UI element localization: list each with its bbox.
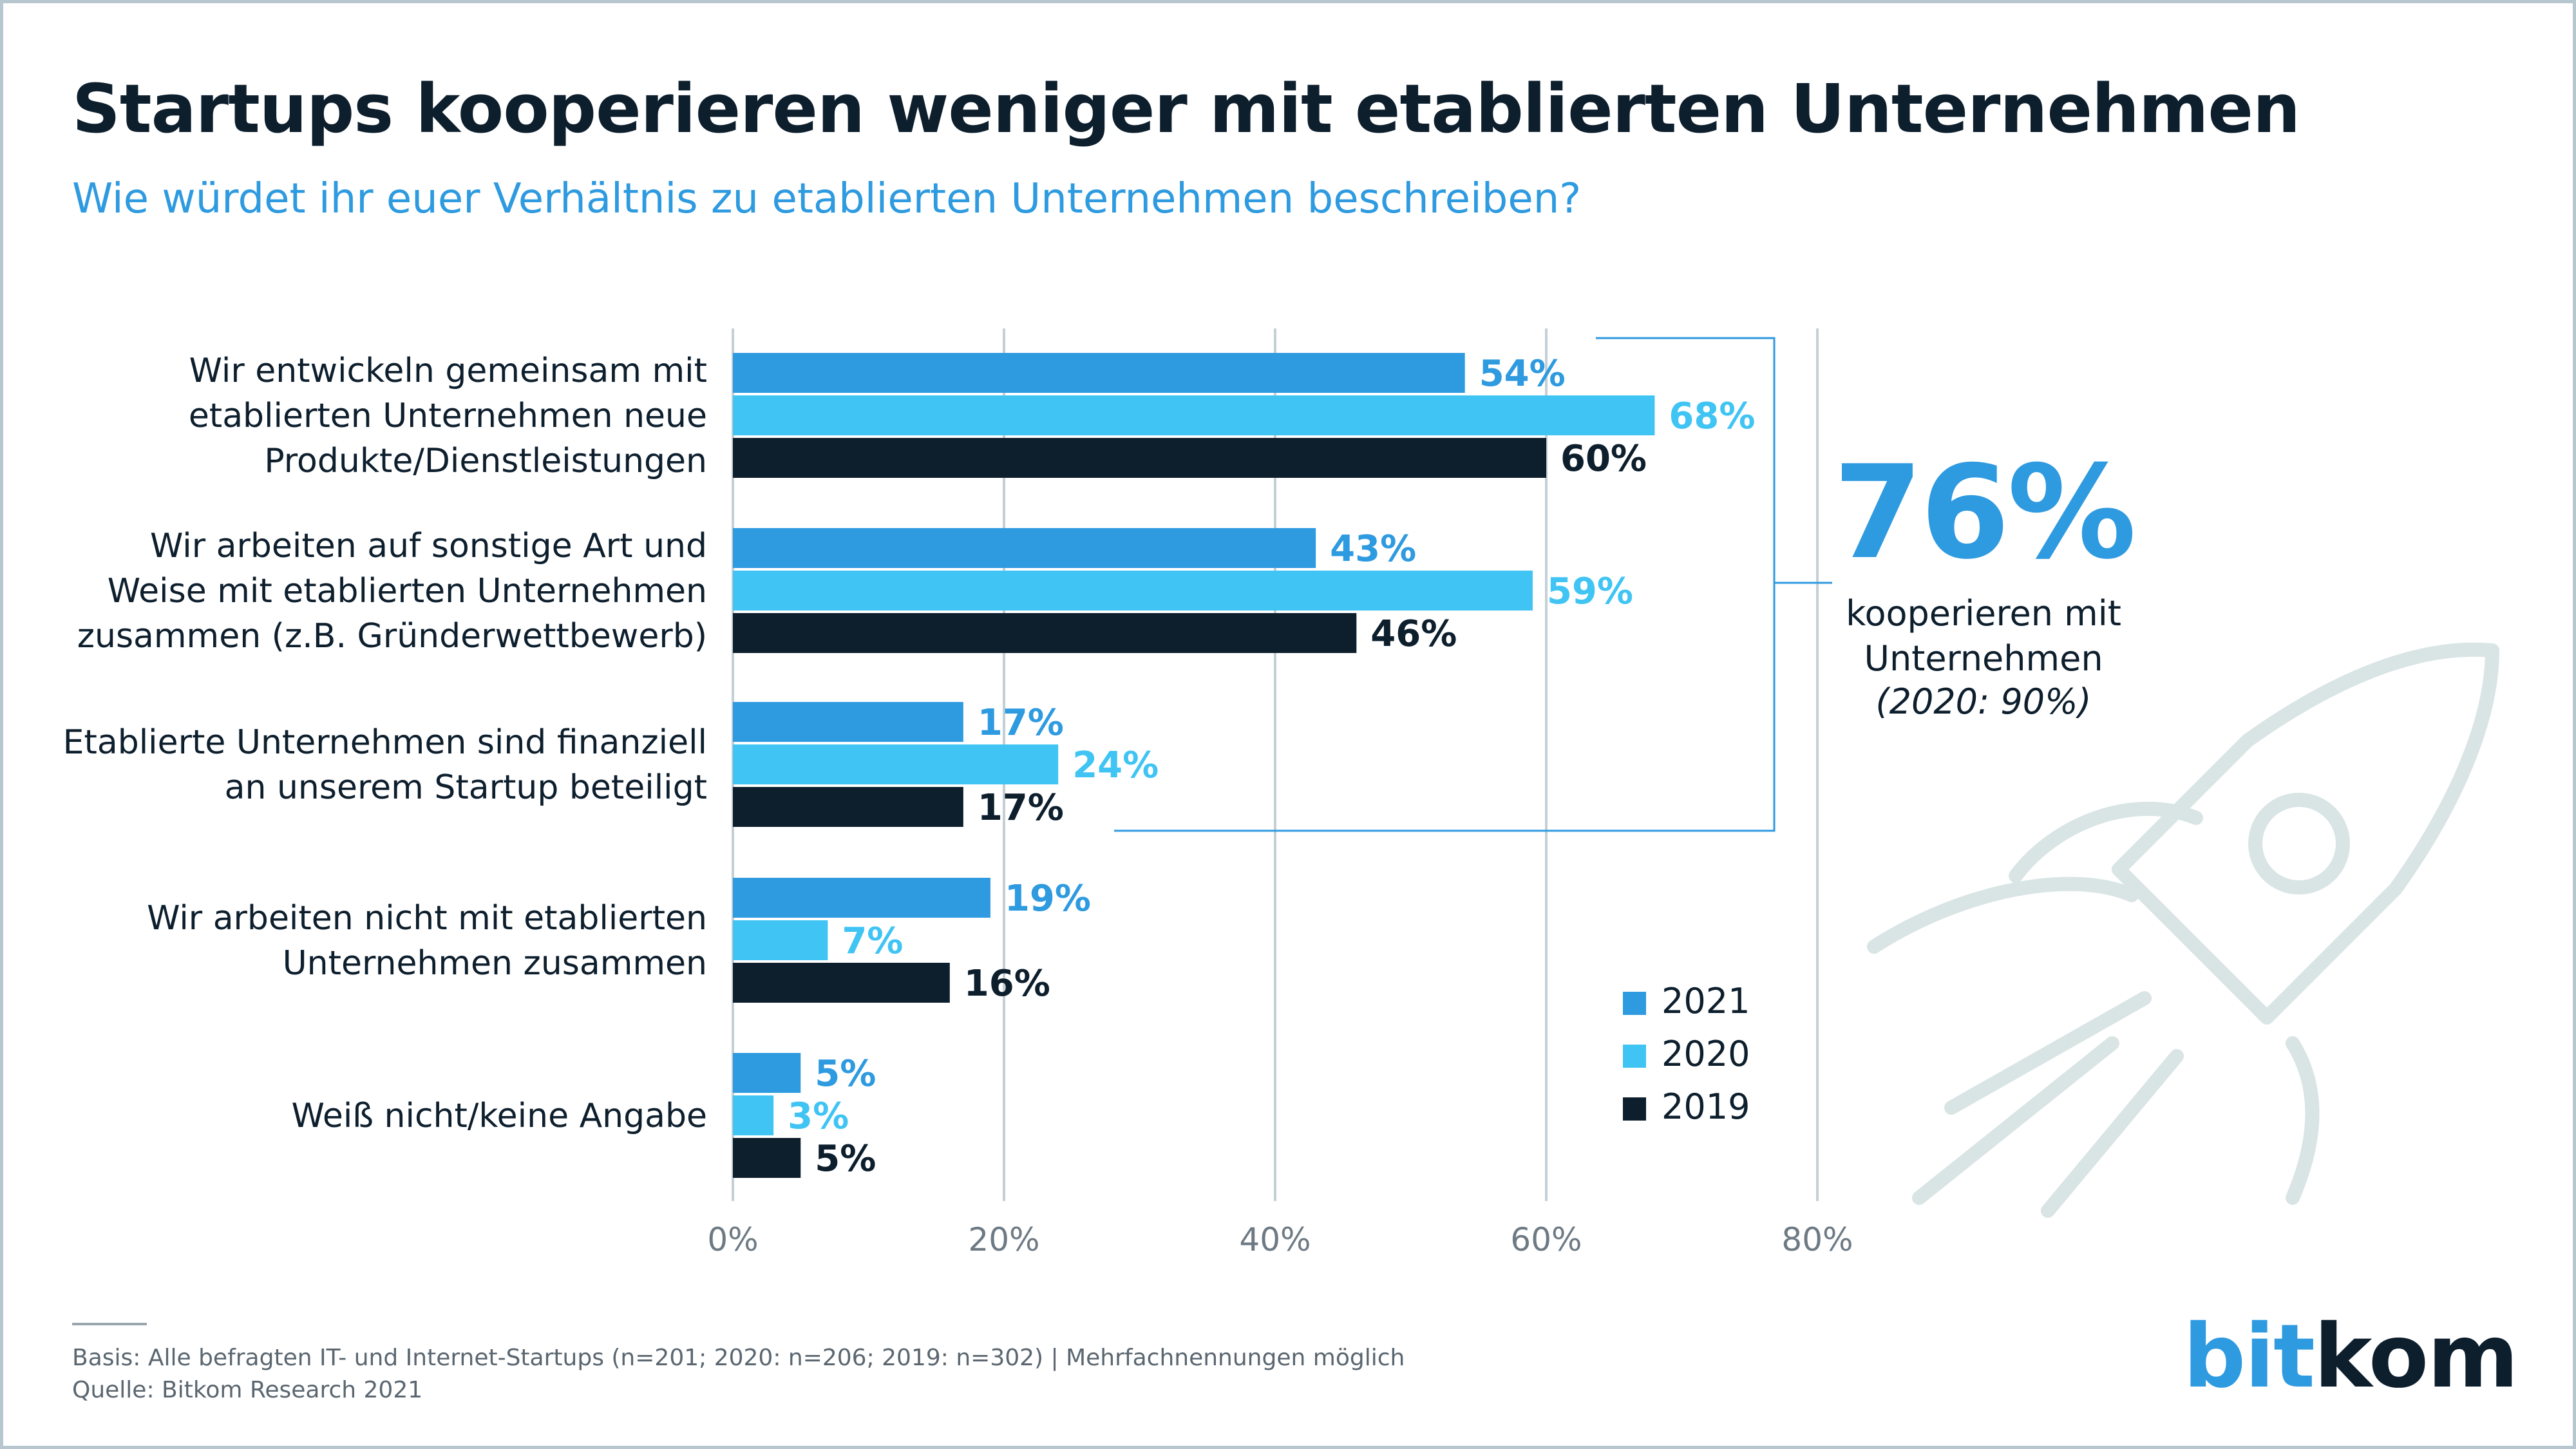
- category-label: Wir entwickeln gemeinsam mit: [189, 352, 707, 390]
- bar-2020: [733, 744, 1059, 784]
- bar-2020: [733, 1095, 774, 1135]
- chart-subtitle: Wie würdet ihr euer Verhältnis zu etabli…: [72, 175, 1582, 223]
- data-label-2021: 19%: [1005, 878, 1091, 920]
- bar-2021: [733, 528, 1316, 568]
- bar-2021: [733, 1053, 801, 1093]
- footer-basis: Basis: Alle befragten IT- und Internet-S…: [72, 1345, 1405, 1371]
- data-label-2019: 46%: [1370, 613, 1457, 655]
- legend-swatch-2021: [1623, 992, 1646, 1015]
- bar-2021: [733, 878, 990, 918]
- category-label: Wir arbeiten nicht mit etablierten: [147, 899, 707, 938]
- callout-bracket: [1114, 337, 1776, 832]
- callout-value: 76%: [1833, 438, 2137, 588]
- category-label: zusammen (z.B. Gründerwettbewerb): [77, 617, 707, 656]
- legend-swatch-2019: [1623, 1097, 1646, 1121]
- logo-part-bit: bit: [2183, 1306, 2315, 1408]
- category-label: etablierten Unternehmen neue: [189, 397, 707, 435]
- x-tick-label: 60%: [1510, 1221, 1582, 1258]
- x-tick-label: 0%: [707, 1221, 758, 1258]
- callout-text: kooperieren mit Unternehmen: [1790, 591, 2177, 681]
- data-label-2021: 17%: [978, 702, 1064, 744]
- x-tick-label: 20%: [968, 1221, 1039, 1258]
- x-tick-label: 40%: [1239, 1221, 1311, 1258]
- data-label-2021: 5%: [815, 1053, 876, 1095]
- bar-2020: [733, 920, 828, 960]
- bar-2021: [733, 702, 963, 742]
- bar-2019: [733, 963, 950, 1003]
- bar-2019: [733, 613, 1357, 653]
- bar-2019: [733, 787, 963, 827]
- bar-2021: [733, 353, 1465, 393]
- legend-label-2021: 2021: [1662, 981, 1750, 1021]
- data-label-2020: 59%: [1547, 571, 1633, 612]
- footer-divider: [72, 1323, 147, 1325]
- data-label-2019: 60%: [1560, 438, 1647, 480]
- footer-source: Quelle: Bitkom Research 2021: [72, 1377, 423, 1403]
- callout-note: (2020: 90%): [1875, 681, 2092, 722]
- bitkom-logo: bitkom: [2183, 1306, 2519, 1408]
- category-label: Etablierte Unternehmen sind finanziell: [63, 723, 707, 762]
- category-label: Produkte/Dienstleistungen: [264, 442, 707, 480]
- category-label: Weiß nicht/keine Angabe: [291, 1097, 707, 1135]
- bar-2019: [733, 1138, 801, 1178]
- data-label-2021: 43%: [1330, 528, 1416, 570]
- callout-text-line1: kooperieren mit: [1846, 593, 2121, 634]
- data-label-2019: 16%: [964, 963, 1050, 1005]
- category-label: an unserem Startup beteiligt: [225, 768, 707, 807]
- callout-text-line2: Unternehmen: [1864, 638, 2103, 679]
- data-label-2021: 54%: [1479, 353, 1566, 395]
- legend-label-2019: 2019: [1662, 1086, 1750, 1127]
- category-label: Unternehmen zusammen: [283, 944, 707, 983]
- bar-2020: [733, 571, 1533, 611]
- data-label-2020: 24%: [1072, 744, 1159, 786]
- category-label: Wir arbeiten auf sonstige Art und: [150, 527, 707, 565]
- legend-swatch-2020: [1623, 1045, 1646, 1068]
- data-label-2020: 68%: [1669, 395, 1755, 437]
- bar-2020: [733, 395, 1655, 435]
- chart-title: Startups kooperieren weniger mit etablie…: [72, 70, 2300, 148]
- bar-2019: [733, 438, 1546, 478]
- data-label-2020: 7%: [842, 920, 903, 962]
- category-label: Weise mit etablierten Unternehmen: [108, 572, 707, 611]
- logo-part-kom: kom: [2313, 1306, 2519, 1408]
- x-tick-label: 80%: [1781, 1221, 1853, 1258]
- data-label-2019: 17%: [978, 787, 1064, 829]
- rocket-icon: [1867, 642, 2499, 1218]
- data-label-2019: 5%: [815, 1138, 876, 1180]
- data-label-2020: 3%: [788, 1095, 849, 1137]
- legend-label-2020: 2020: [1662, 1034, 1750, 1074]
